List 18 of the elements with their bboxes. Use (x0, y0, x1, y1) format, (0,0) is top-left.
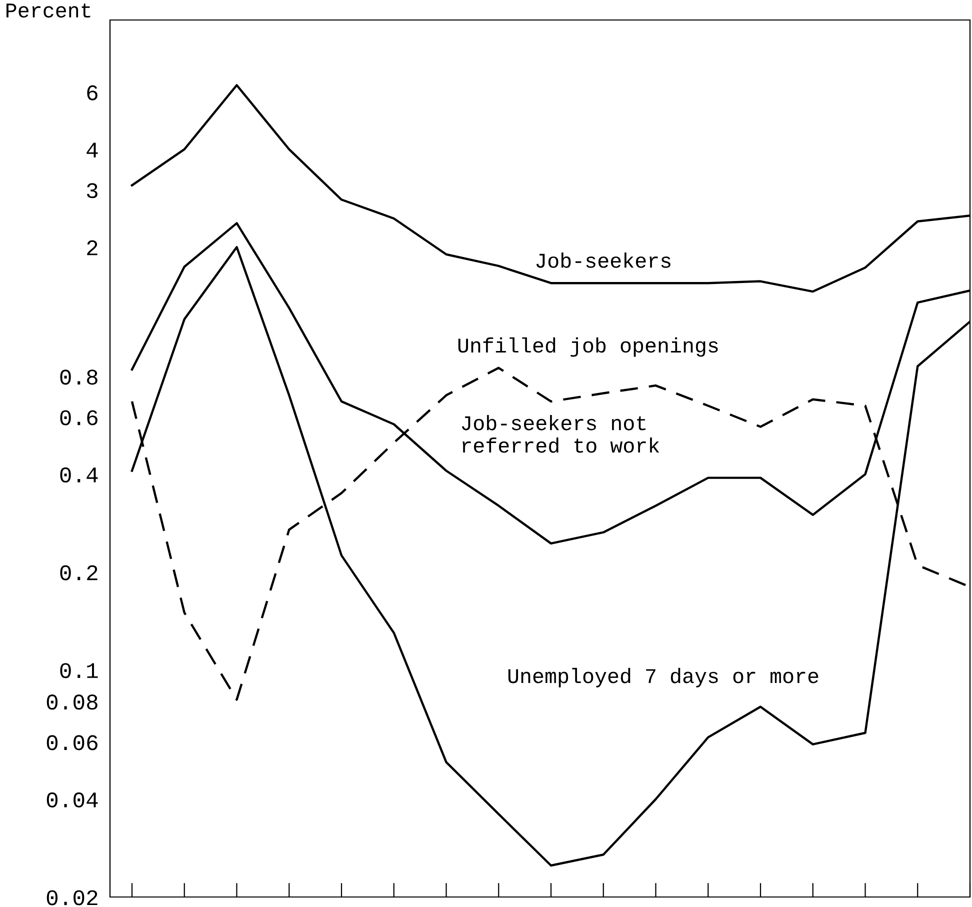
series-label: Job-seekers (536, 252, 670, 268)
y-tick-label: 0.02 (46, 890, 98, 906)
y-tick-label: 0.2 (60, 565, 98, 580)
y-tick-label: 4 (86, 142, 98, 158)
y-tick-label: 0.08 (46, 694, 98, 710)
y-tick-label: 0.04 (46, 792, 98, 808)
text: Unemployed 7 days or more (508, 668, 818, 688)
y-tick-label: 0.6 (60, 410, 98, 426)
series-label: Unfilled job openings (458, 337, 718, 357)
series-label: Job-seekers not referred to work (462, 415, 660, 453)
y-tick-label: 3 (86, 183, 98, 198)
y-tick-label: 2 (87, 240, 98, 256)
y-axis-title: Percent (6, 4, 90, 18)
y-tick-label: 0.8 (60, 370, 98, 385)
y-tick-label: 0.1 (60, 663, 98, 678)
y-tick-label: 0.06 (46, 735, 98, 750)
y-tick-label: 6 (87, 85, 98, 100)
y-tick-label: 0.4 (60, 467, 98, 483)
